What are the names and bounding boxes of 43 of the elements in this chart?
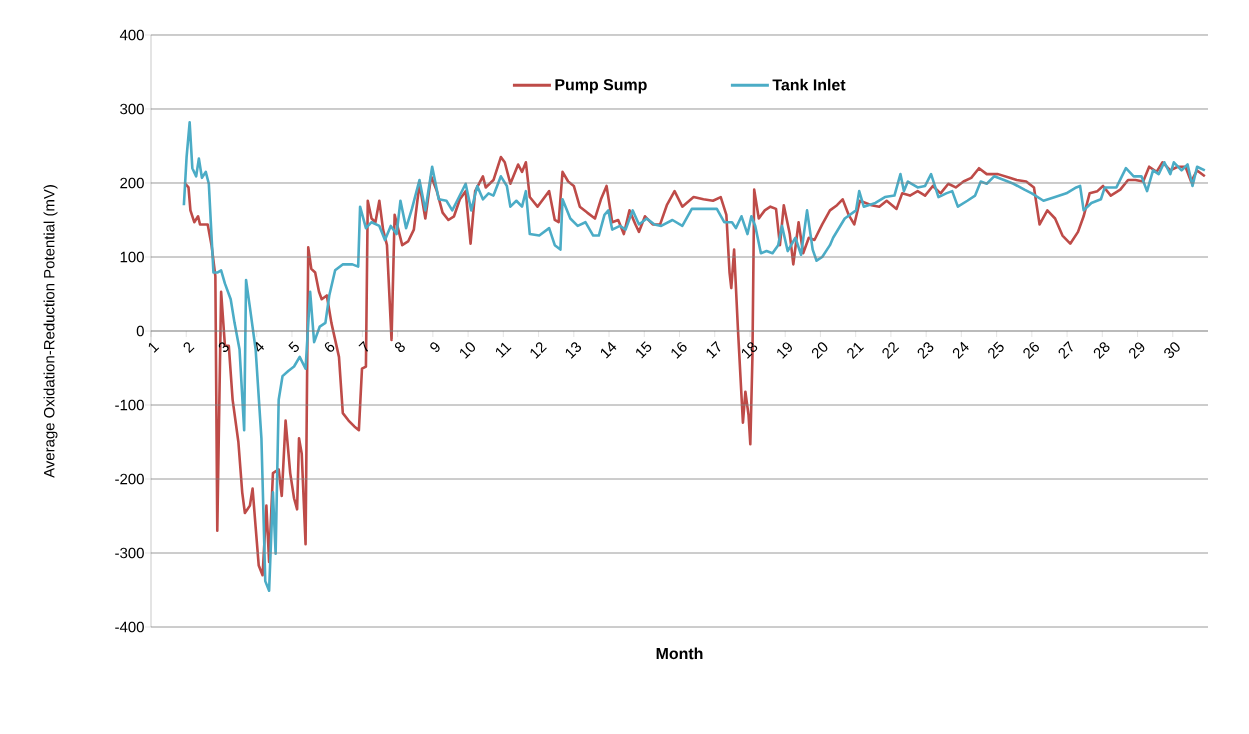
y-tick-label: 400 <box>119 29 144 41</box>
x-tick-label: 29 <box>1129 342 1145 359</box>
x-tick-label: 4 <box>255 341 265 352</box>
legend-label: Tank Inlet <box>772 78 846 91</box>
x-tick-label: 2 <box>183 342 195 354</box>
x-tick-label: 28 <box>1093 342 1110 359</box>
y-tick-label: 100 <box>120 251 144 263</box>
x-tick-label: 14 <box>600 341 617 359</box>
x-tick-label: 18 <box>741 342 758 359</box>
x-tick-label: 6 <box>324 342 335 352</box>
x-tick-label: 15 <box>636 341 652 359</box>
x-tick-label: 26 <box>1023 342 1039 359</box>
x-tick-label: 30 <box>1164 342 1180 358</box>
x-tick-label: 9 <box>430 342 440 353</box>
x-tick-label: 16 <box>671 342 687 359</box>
legend-label: Pump Sump <box>555 79 647 94</box>
x-tick-label: 13 <box>565 342 582 359</box>
x-tick-label: 1 <box>148 342 160 353</box>
x-tick-label: 24 <box>952 341 969 359</box>
x-tick-label: 3 <box>218 342 229 353</box>
x-tick-label: 21 <box>847 342 864 359</box>
y-tick-label: -200 <box>115 473 144 485</box>
x-tick-label: 7 <box>358 340 369 352</box>
x-tick-label: 22 <box>882 342 900 359</box>
x-axis-title: Month <box>656 647 703 660</box>
x-tick-label: 10 <box>460 342 476 359</box>
x-tick-label: 12 <box>530 342 547 359</box>
y-tick-label: 0 <box>136 325 144 337</box>
y-tick-label: 300 <box>120 103 144 115</box>
x-tick-label: 17 <box>706 340 721 359</box>
y-tick-label: -100 <box>115 399 144 411</box>
x-tick-label: 20 <box>811 342 828 359</box>
x-tick-label: 23 <box>917 342 934 359</box>
y-tick-label: -400 <box>115 621 144 633</box>
x-tick-label: 27 <box>1058 341 1073 359</box>
y-tick-label: 200 <box>120 177 144 189</box>
y-tick-label: -300 <box>115 547 144 559</box>
y-axis-title: Average Oxidation-Reduction Potential (mV) <box>43 185 58 478</box>
x-tick-label: 25 <box>988 341 1004 359</box>
x-tick-label: 19 <box>777 342 792 359</box>
x-tick-label: 11 <box>495 342 512 358</box>
x-tick-label: 5 <box>288 341 299 353</box>
x-tick-label: 8 <box>394 342 405 353</box>
